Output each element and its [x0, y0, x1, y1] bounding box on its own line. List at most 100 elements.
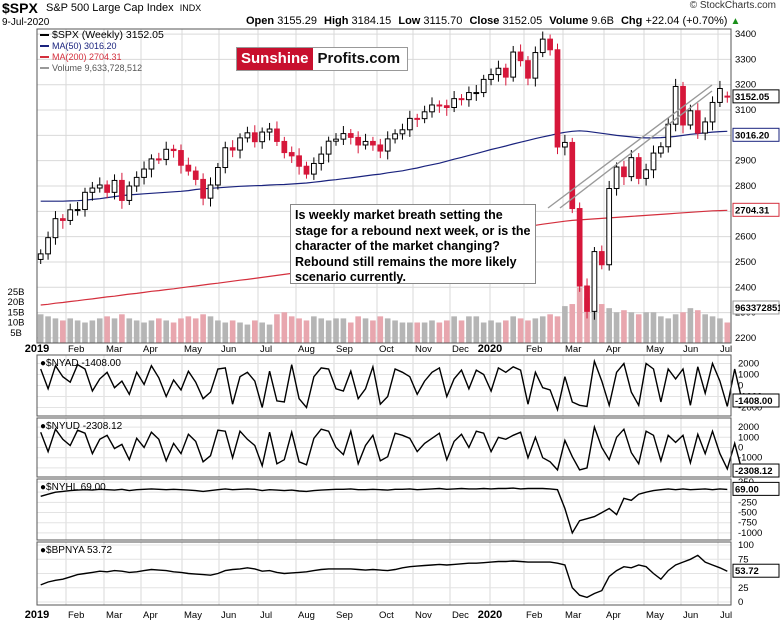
volume-bar — [517, 318, 524, 343]
volume-bar — [694, 310, 701, 343]
candle-body — [192, 170, 199, 180]
indicator-line — [40, 487, 728, 535]
volume-bar — [362, 318, 369, 343]
y-tick-label: 3300 — [735, 54, 756, 65]
volume-bar — [60, 320, 66, 343]
candle-body — [606, 188, 613, 266]
volume-tick-label: 15B — [8, 307, 25, 318]
volume-bar — [200, 314, 206, 343]
candle-body — [215, 167, 221, 186]
volume-bar — [133, 320, 140, 343]
candle-body — [687, 110, 694, 126]
x-tick-label-bottom: Feb — [526, 610, 542, 621]
x-tick-label-bottom: Apr — [606, 610, 621, 621]
volume-bar — [303, 320, 310, 343]
candle-body — [724, 95, 731, 98]
volume-bar — [82, 322, 88, 343]
candle-body — [495, 67, 502, 76]
index-name: S&P 500 Large Cap Index — [46, 2, 174, 14]
candle-body — [52, 218, 59, 239]
y-tick-label: 2900 — [735, 156, 756, 167]
volume-bar — [702, 314, 708, 343]
ohlc-readout: Open 3155.29 High 3184.15 Low 3115.70 Cl… — [246, 15, 740, 27]
volume-bar — [318, 318, 325, 343]
candle-body — [532, 52, 539, 79]
y-tick-label: 1000 — [738, 370, 759, 381]
x-tick-label-bottom: May — [184, 610, 202, 621]
candle-body — [185, 164, 192, 172]
volume-bar — [554, 316, 561, 343]
last-close-label-box — [732, 89, 780, 104]
high-label: High — [324, 15, 349, 27]
volume-bar — [635, 314, 642, 343]
x-tick-label-top: Feb — [526, 344, 542, 355]
chart-symbol: $SPX — [2, 0, 38, 16]
candle-body — [163, 148, 170, 160]
candle-body — [576, 208, 583, 287]
volume-bar — [658, 316, 664, 343]
candle-body — [429, 104, 435, 113]
last-close-label: 3152.05 — [735, 92, 770, 103]
volume-bar — [156, 318, 162, 343]
last-value-box — [732, 563, 780, 578]
last-ma200-label: 2704.31 — [735, 205, 770, 216]
volume-label: Volume — [549, 15, 589, 27]
candle-body — [613, 166, 620, 190]
trendline — [547, 84, 713, 209]
candle-body — [119, 179, 125, 201]
candle-body — [458, 98, 465, 101]
volume-bar — [495, 322, 502, 343]
y-tick-label: 25 — [738, 583, 749, 594]
volume-bar — [163, 320, 170, 343]
volume-bar — [178, 318, 184, 343]
candle-body — [67, 209, 74, 221]
candle-body — [148, 158, 155, 170]
volume-bar — [569, 304, 576, 343]
candle-body — [672, 85, 679, 125]
open-label: Open — [246, 15, 275, 27]
volume-bar — [598, 304, 605, 343]
x-tick-label-bottom: Jul — [260, 610, 272, 621]
candle-body — [229, 147, 236, 151]
candle-body — [141, 168, 147, 178]
volume-bar — [510, 316, 517, 343]
volume-bar — [665, 318, 672, 343]
candle-body — [207, 184, 214, 199]
volume-bar — [119, 314, 125, 343]
x-tick-label-top: 2019 — [25, 343, 49, 355]
volume-bar — [724, 322, 731, 343]
x-tick-label-top: Dec — [452, 344, 469, 355]
volume-tick-label: 5B — [10, 328, 22, 339]
volume-bar — [192, 318, 199, 343]
x-tick-label-top: Feb — [68, 344, 84, 355]
x-tick-label-top: Oct — [379, 344, 394, 355]
y-tick-label: 0 — [738, 381, 743, 392]
volume-bar — [237, 322, 243, 343]
x-tick-label-top: Jul — [260, 344, 272, 355]
volume-bar — [281, 312, 288, 343]
candle-body — [96, 184, 103, 189]
candle-body — [384, 138, 391, 152]
candle-body — [480, 78, 487, 94]
legend-label: Volume 9,633,728,512 — [52, 63, 142, 73]
candle-body — [318, 153, 325, 164]
legend-label: MA(200) 2704.31 — [52, 52, 122, 62]
x-tick-label-bottom: Sep — [336, 610, 353, 621]
volume-bar — [340, 318, 347, 343]
candle-body — [517, 51, 524, 62]
candle-body — [310, 162, 317, 175]
logo-part-profits: Profits.com — [317, 50, 401, 67]
candle-body — [709, 101, 716, 123]
ma50-line — [40, 130, 728, 202]
y-tick-label: 2500 — [735, 257, 756, 268]
candle-body — [635, 157, 642, 179]
volume-bar — [222, 322, 229, 343]
candle-body — [591, 251, 598, 312]
indicator-title: ●$NYHL 69.00 — [40, 482, 106, 493]
candle-body — [266, 128, 273, 133]
candle-body — [436, 104, 443, 107]
volume-bar — [650, 312, 657, 343]
x-tick-label-top: Nov — [415, 344, 432, 355]
volume-bar — [451, 316, 457, 343]
